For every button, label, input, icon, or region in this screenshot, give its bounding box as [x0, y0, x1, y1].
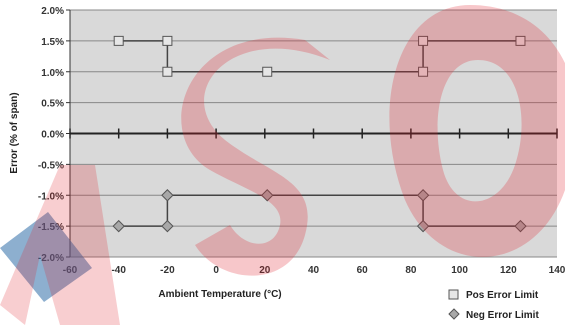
data-point-square [162, 35, 173, 46]
data-point-diamond [112, 219, 125, 233]
x-tick-label: 0 [213, 265, 219, 276]
x-tick-label: 80 [405, 265, 417, 276]
x-tick-label: -20 [160, 265, 175, 276]
data-point-diamond [416, 219, 430, 233]
data-point-diamond [161, 219, 174, 233]
y-tick-label: 0.5% [41, 99, 64, 110]
x-tick-label: 20 [259, 265, 271, 276]
x-tick-label: -40 [111, 265, 126, 276]
zero-axis [69, 128, 558, 139]
x-tick-label: 60 [357, 265, 369, 276]
y-tick-label: -1.5% [38, 222, 64, 233]
legend-marker-diamond [448, 308, 460, 320]
y-tick-labels: 2.0% 1.5% 1.0% 0.5% 0.0% -0.5% -1.0% -1.5% -2.0% [38, 6, 64, 264]
series-layer [112, 35, 527, 233]
y-tick-label: 0.0% [41, 130, 64, 141]
data-point-diamond [514, 219, 527, 233]
data-point-square [418, 66, 429, 77]
data-point-diamond [416, 189, 430, 202]
x-tick-label: -60 [63, 265, 78, 276]
x-axis-title: Ambient Temperature (°C) [158, 289, 281, 300]
x-tick-label: 100 [451, 265, 468, 276]
data-point-square [113, 35, 124, 46]
y-tick-label: -2.0% [38, 253, 64, 264]
data-point-diamond [261, 189, 274, 202]
legend: Pos Error Limit Neg Error Limit [448, 289, 539, 321]
data-point-square [262, 66, 273, 77]
y-tick-label: 1.5% [41, 37, 64, 48]
y-tick-label: 1.0% [41, 68, 64, 79]
data-point-square [162, 66, 173, 77]
y-axis-title: Error (% of span) [9, 92, 20, 173]
x-tick-label: 140 [549, 265, 565, 276]
legend-marker-square [448, 289, 459, 300]
x-tick-label: 40 [308, 265, 320, 276]
data-point-diamond [161, 189, 174, 202]
y-tick-label: 2.0% [41, 6, 64, 17]
legend-label-neg: Neg Error Limit [466, 310, 539, 321]
y-tick-label: -0.5% [38, 160, 64, 171]
data-point-square [418, 35, 429, 46]
x-tick-labels: -60 -40 -20 0 20 40 60 80 100 120 140 [63, 265, 565, 276]
x-tick-label: 120 [500, 265, 517, 276]
legend-label-pos: Pos Error Limit [466, 290, 539, 301]
data-point-square [515, 35, 526, 46]
y-tick-label: -1.0% [38, 191, 64, 202]
